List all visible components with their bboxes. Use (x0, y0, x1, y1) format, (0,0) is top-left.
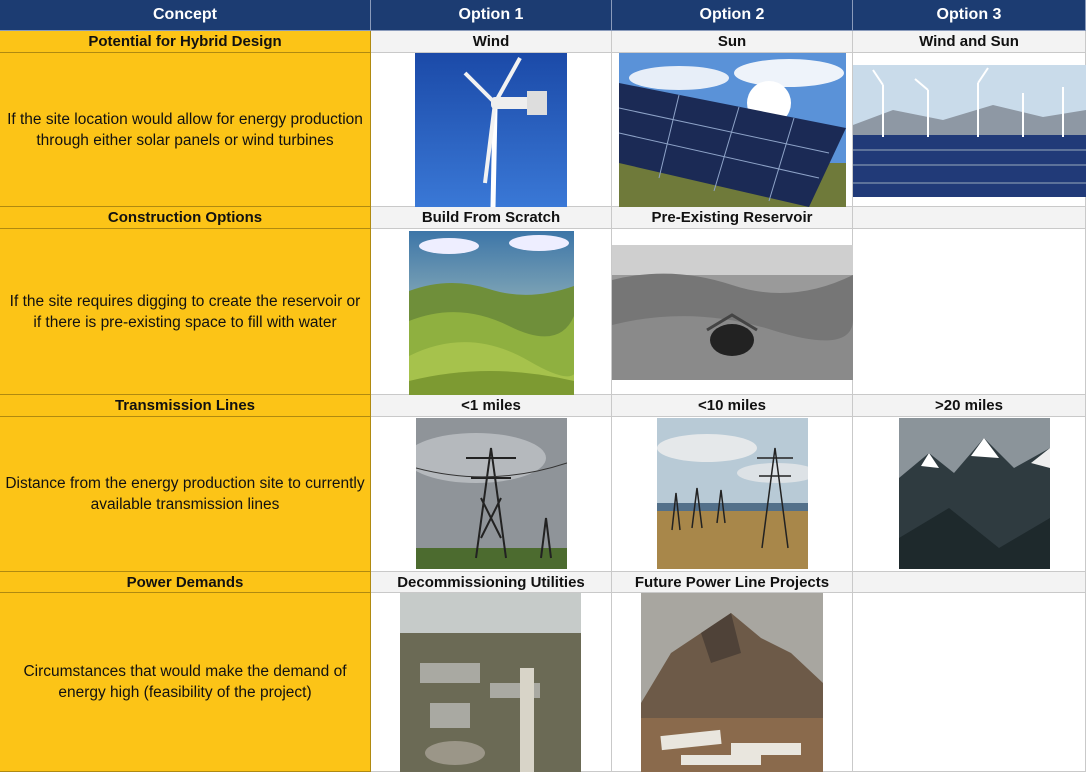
image-shape (416, 548, 567, 569)
header-cell-text: Option 2 (700, 6, 765, 24)
image-shape (491, 97, 531, 109)
image-shape (629, 66, 729, 90)
image-shape (409, 231, 574, 395)
option-title-text: Build From Scratch (422, 209, 560, 226)
image-shape (853, 65, 1086, 197)
concept-title: Power Demands (0, 572, 371, 593)
option-title: <1 miles (371, 395, 612, 417)
option-title (853, 572, 1086, 593)
concept-title-text: Potential for Hybrid Design (88, 33, 281, 50)
image-shape (853, 135, 1086, 197)
concept-description-text: Distance from the energy production site… (4, 473, 366, 515)
image-shape (681, 755, 761, 765)
image-shape (657, 503, 808, 511)
option-title: Build From Scratch (371, 207, 612, 229)
image-shape (657, 434, 757, 462)
header-cell: Concept (0, 0, 371, 31)
concept-title-text: Transmission Lines (115, 397, 255, 414)
option-image (416, 418, 567, 569)
option-title: Sun (612, 31, 853, 53)
option-title: <10 miles (612, 395, 853, 417)
image-shape (612, 245, 853, 275)
concept-description-text: If the site requires digging to create t… (4, 291, 366, 333)
option-image (612, 245, 853, 380)
option-cell (853, 229, 1086, 395)
header-cell: Option 3 (853, 0, 1086, 31)
image-shape (612, 245, 853, 380)
option-image (657, 418, 808, 569)
option-title: Future Power Line Projects (612, 572, 853, 593)
image-shape (641, 593, 823, 772)
image-shape (734, 59, 844, 87)
option-title-text: Wind (473, 33, 510, 50)
image-shape (416, 418, 567, 569)
concept-description: Circumstances that would make the demand… (0, 593, 371, 772)
image-shape (520, 668, 534, 772)
concept-description: If the site requires digging to create t… (0, 229, 371, 395)
image-shape (509, 235, 569, 251)
header-cell: Option 2 (612, 0, 853, 31)
image-shape (425, 741, 485, 765)
header-cell-text: Concept (153, 6, 217, 24)
header-cell-text: Option 3 (937, 6, 1002, 24)
option-image (409, 231, 574, 395)
image-shape (710, 324, 754, 356)
option-title-text: >20 miles (935, 397, 1003, 414)
option-image (619, 53, 846, 207)
header-cell-text: Option 1 (459, 6, 524, 24)
image-shape (415, 53, 567, 207)
option-title-text: Decommissioning Utilities (397, 574, 585, 591)
option-image (853, 65, 1086, 197)
option-title-text: Sun (718, 33, 746, 50)
option-image (415, 53, 567, 207)
option-title-text: <1 miles (461, 397, 521, 414)
option-title-text: Future Power Line Projects (635, 574, 829, 591)
option-title-text: Wind and Sun (919, 33, 1019, 50)
image-shape (731, 743, 801, 755)
option-title-text: Pre-Existing Reservoir (652, 209, 813, 226)
image-shape (430, 703, 470, 728)
image-shape (419, 238, 479, 254)
image-shape (619, 53, 846, 207)
image-shape (657, 511, 808, 569)
option-title (853, 207, 1086, 229)
header-cell: Option 1 (371, 0, 612, 31)
concept-title-text: Power Demands (127, 574, 244, 591)
concept-title: Construction Options (0, 207, 371, 229)
option-image (641, 593, 823, 772)
concept-description-text: Circumstances that would make the demand… (4, 661, 366, 703)
option-title: Wind and Sun (853, 31, 1086, 53)
option-title: Wind (371, 31, 612, 53)
concept-title-text: Construction Options (108, 209, 262, 226)
option-title: Decommissioning Utilities (371, 572, 612, 593)
concept-description-text: If the site location would allow for ene… (4, 109, 366, 151)
image-shape (899, 418, 1050, 569)
option-image (899, 418, 1050, 569)
image-shape (527, 91, 547, 115)
image-shape (400, 593, 581, 772)
concept-description: Distance from the energy production site… (0, 417, 371, 572)
concept-title: Potential for Hybrid Design (0, 31, 371, 53)
concept-title: Transmission Lines (0, 395, 371, 417)
image-shape (400, 593, 581, 633)
option-cell (853, 593, 1086, 772)
option-title: Pre-Existing Reservoir (612, 207, 853, 229)
image-shape (420, 663, 480, 683)
option-title-text: <10 miles (698, 397, 766, 414)
concept-description: If the site location would allow for ene… (0, 53, 371, 207)
image-shape (657, 418, 808, 569)
page: {"header": ["Concept", "Option 1", "Opti… (0, 0, 1086, 772)
option-image (400, 593, 581, 772)
option-title: >20 miles (853, 395, 1086, 417)
